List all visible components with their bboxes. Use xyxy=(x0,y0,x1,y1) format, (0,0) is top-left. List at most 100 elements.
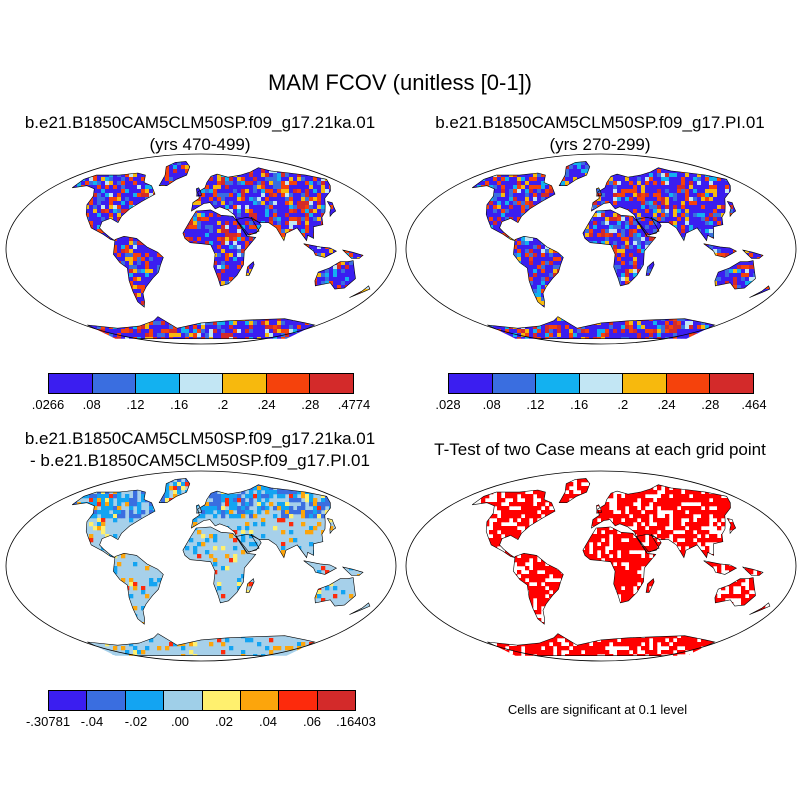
coastline-nz xyxy=(349,285,371,298)
coastline-north_america xyxy=(472,172,556,241)
coastline-greenland xyxy=(558,161,591,186)
coastline-indonesia xyxy=(303,243,338,258)
coastline-africa xyxy=(582,526,657,604)
colorbar-case1-swatch xyxy=(49,374,93,393)
colorbar-difference-swatch xyxy=(125,691,165,710)
panel-case2-title-line2: (yrs 270-299) xyxy=(549,135,651,154)
colorbar-difference-swatch xyxy=(49,691,88,710)
coastline-south_america xyxy=(113,552,164,625)
coastline-australia xyxy=(714,260,756,290)
main-title: MAM FCOV (unitless [0-1]) xyxy=(267,70,533,95)
map-ttest xyxy=(405,470,797,662)
colorbar-case2-swatch xyxy=(623,374,667,393)
colorbar-case1-tick-label: .4774 xyxy=(337,397,371,412)
colorbar-case2-tick-label: .464 xyxy=(741,397,767,412)
coastline-japan xyxy=(726,201,737,218)
colorbar-case1-tick-label: .0266 xyxy=(31,397,65,412)
coastline-australia xyxy=(314,260,356,290)
coastline-north_america xyxy=(72,172,156,241)
colorbar-case2 xyxy=(448,373,754,394)
colorbar-case1-swatch xyxy=(310,374,354,393)
colorbar-difference-swatch xyxy=(87,691,126,710)
coastline-arabia xyxy=(635,216,662,236)
colorbar-case1-labels: .0266 .08 .12 .16 .2 .24 .28 .4774 xyxy=(32,397,371,413)
coastline-madagascar xyxy=(645,578,655,593)
ocean-background xyxy=(406,154,796,344)
coastline-madagascar xyxy=(245,261,255,276)
colorbar-case1-tick-label: .24 xyxy=(257,397,276,412)
significance-note: Cells are significant at 0.1 level xyxy=(507,702,688,717)
colorbar-case2-tick-label: .08 xyxy=(482,397,501,412)
colorbar-case2-swatch xyxy=(536,374,580,393)
colorbar-difference-swatch xyxy=(317,691,355,710)
map-border xyxy=(5,153,397,345)
colorbar-difference-tick-label: -.04 xyxy=(80,714,104,729)
coastline-nz xyxy=(749,602,771,615)
coastline-madagascar xyxy=(645,261,655,276)
colorbar-difference-swatch xyxy=(164,691,203,710)
colorbar-case1 xyxy=(48,373,354,394)
coastline-new_guinea xyxy=(341,249,364,259)
panel-case2-title-line1: b.e21.B1850CAM5CLM50SP.f09_g17.PI.01 xyxy=(435,113,765,132)
panel-case1-title-line2: (yrs 470-499) xyxy=(149,135,251,154)
coastline-africa xyxy=(182,209,257,287)
coastline-north_america xyxy=(72,489,156,558)
colorbar-case2-tick-label: .028 xyxy=(435,397,461,412)
colorbar-difference xyxy=(48,690,356,711)
colorbar-case1-swatch xyxy=(92,374,137,393)
colorbar-difference-swatch xyxy=(279,691,318,710)
coastline-nz xyxy=(349,602,371,615)
colorbar-difference-tick-label: .16403 xyxy=(336,714,376,729)
coastline-south_america xyxy=(513,235,564,308)
panel-case2-title: b.e21.B1850CAM5CLM50SP.f09_g17.PI.01 (yr… xyxy=(400,112,800,156)
coastline-uk xyxy=(195,504,203,514)
colorbar-difference-tick-label: .06 xyxy=(302,714,322,729)
ocean-background xyxy=(6,471,396,661)
coastline-greenland xyxy=(158,478,191,503)
colorbar-difference-tick-label: .02 xyxy=(214,714,234,729)
colorbar-case2-tick-label: .2 xyxy=(617,397,629,412)
coastline-indonesia xyxy=(703,560,738,575)
panel-case1-title: b.e21.B1850CAM5CLM50SP.f09_g17.21ka.01 (… xyxy=(0,112,400,156)
colorbar-difference-tick-label: -.30781 xyxy=(25,714,71,729)
coastline-south_america xyxy=(513,552,564,625)
ocean-background xyxy=(6,154,396,344)
colorbar-difference-tick-label: .00 xyxy=(170,714,190,729)
colorbar-case1-swatch xyxy=(179,374,224,393)
colorbar-case1-tick-label: .16 xyxy=(170,397,189,412)
colorbar-case1-swatch xyxy=(223,374,267,393)
colorbar-case2-swatch xyxy=(579,374,624,393)
colorbar-case1-swatch xyxy=(136,374,180,393)
coastline-nz xyxy=(749,285,771,298)
colorbar-difference-swatch xyxy=(240,691,280,710)
coastline-africa xyxy=(582,209,657,287)
map-case2 xyxy=(405,153,797,345)
colorbar-case2-tick-label: .28 xyxy=(701,397,720,412)
panel-difference-title: b.e21.B1850CAM5CLM50SP.f09_g17.21ka.01 -… xyxy=(0,428,400,472)
colorbar-difference-swatch xyxy=(202,691,241,710)
colorbar-difference-labels: -.30781 -.04 -.02 .00 .02 .04 .06 .16403 xyxy=(26,714,376,730)
coastline-north_america xyxy=(472,489,556,558)
coastline-arabia xyxy=(235,533,262,553)
coastline-uk xyxy=(195,187,203,197)
coastline-australia xyxy=(314,577,356,607)
map-difference xyxy=(5,470,397,662)
coastline-japan xyxy=(326,201,337,218)
coastline-greenland xyxy=(558,478,591,503)
panel-case1-title-line1: b.e21.B1850CAM5CLM50SP.f09_g17.21ka.01 xyxy=(24,113,376,132)
colorbar-case2-swatch xyxy=(449,374,493,393)
coastline-south_america xyxy=(113,235,164,308)
colorbar-case1-swatch xyxy=(266,374,311,393)
coastline-new_guinea xyxy=(741,249,764,259)
colorbar-case2-labels: .028 .08 .12 .16 .2 .24 .28 .464 xyxy=(435,397,766,413)
colorbar-case2-swatch xyxy=(710,374,754,393)
coastline-arabia xyxy=(635,533,662,553)
colorbar-case2-tick-label: .24 xyxy=(657,397,676,412)
coastline-uk xyxy=(595,504,603,514)
colorbar-difference-tick-label: .04 xyxy=(258,714,278,729)
coastline-japan xyxy=(726,518,737,535)
coastline-greenland xyxy=(158,161,191,186)
colorbar-case1-tick-label: .12 xyxy=(126,397,145,412)
map-border xyxy=(405,153,797,345)
coastline-africa xyxy=(182,526,257,604)
